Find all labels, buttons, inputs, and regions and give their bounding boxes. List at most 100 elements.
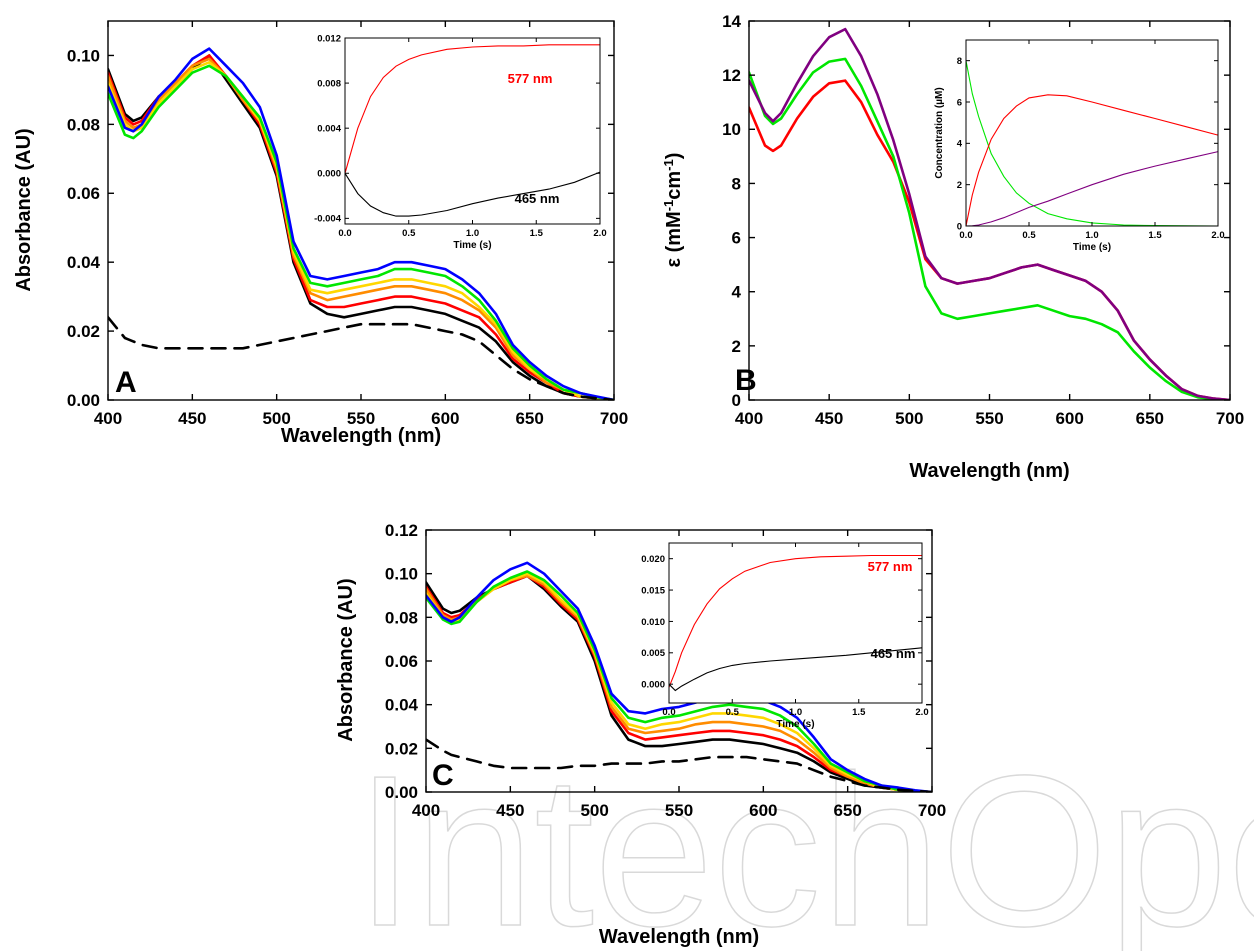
inset-x-tick-label: 0.0 <box>959 230 972 241</box>
y-tick-label: 0.06 <box>385 652 418 671</box>
inset-y-tick-label: 2 <box>957 180 962 191</box>
y-tick-label: 4 <box>732 283 742 302</box>
inset-x-tick-label: 0.5 <box>1022 230 1036 241</box>
y-axis-label-part: ) <box>663 153 685 160</box>
inset-y-tick-label: 0 <box>957 221 962 232</box>
inset-x-tick-label: 1.5 <box>1148 230 1162 241</box>
inset-y-tick-label: 0.020 <box>641 554 665 565</box>
x-tick-label: 400 <box>735 409 763 428</box>
series-line <box>749 57 1230 400</box>
inset-x-tick-label: 2.0 <box>1211 230 1224 241</box>
x-tick-label: 450 <box>496 801 524 820</box>
inset-bg <box>966 40 1218 226</box>
y-tick-label: 6 <box>732 229 741 248</box>
x-tick-label: 600 <box>431 409 459 428</box>
y-tick-label: 0.02 <box>67 322 100 341</box>
x-tick-label: 700 <box>600 409 628 428</box>
x-tick-label: 600 <box>749 801 777 820</box>
panel-a: 400 450 500 550 600 650 700 0.00 0.02 0.04 0.06 0.0… <box>13 20 628 447</box>
inset-series-label: 577 nm <box>508 71 553 86</box>
inset-y-tick-label: 0.015 <box>641 585 665 596</box>
inset: 0.0 0.5 1.0 1.5 2.0 -0.004 0.000 0.004 0.008 0.01… <box>314 33 607 251</box>
series-line <box>108 61 614 400</box>
x-axis-label: Wavelength (nm) <box>599 926 759 948</box>
x-tick-label: 550 <box>975 409 1003 428</box>
x-tick-label: 500 <box>580 801 608 820</box>
inset-series-line <box>965 94 1219 227</box>
y-axis-label: Absorbance (AU) <box>335 578 357 741</box>
x-tick-label: 650 <box>833 801 861 820</box>
y-tick-label: 0.10 <box>385 565 418 584</box>
series-line <box>426 561 932 792</box>
inset-y-tick-label: 0.000 <box>641 680 665 691</box>
y-tick-label: 0.08 <box>67 115 100 134</box>
y-tick-label: 12 <box>722 66 741 85</box>
x-tick-label: 650 <box>1136 409 1164 428</box>
inset-series-label: 577 nm <box>868 559 913 574</box>
series-line <box>426 570 932 792</box>
y-tick-label: 0.02 <box>385 739 418 758</box>
inset-x-tick-label: 1.5 <box>852 707 866 718</box>
x-tick-label: 400 <box>94 409 122 428</box>
y-axis-label-part: cm <box>663 171 685 200</box>
inset-series-line <box>668 647 923 692</box>
x-axis-label: Wavelength (nm) <box>909 460 1069 482</box>
inset-series-line <box>668 554 922 688</box>
x-tick-label: 450 <box>178 409 206 428</box>
y-tick-label: 8 <box>732 174 741 193</box>
panel-letter: A <box>115 366 137 399</box>
inset-y-tick-label: 0.005 <box>641 648 665 659</box>
inset-bg <box>669 543 922 703</box>
inset-x-axis-label: Time (s) <box>453 240 491 251</box>
series-group <box>426 561 932 792</box>
series-line <box>108 64 614 400</box>
series-group <box>108 47 614 400</box>
inset-x-tick-label: 0.5 <box>402 228 416 239</box>
x-tick-label: 500 <box>262 409 290 428</box>
inset-y-tick-label: 0.000 <box>317 169 341 180</box>
inset-x-tick-label: 0.5 <box>726 707 740 718</box>
y-tick-label: 0.12 <box>385 521 418 540</box>
x-tick-label: 550 <box>347 409 375 428</box>
y-axis-label: Absorbance (AU) <box>13 128 35 291</box>
inset-y-tick-label: 0.010 <box>641 617 665 628</box>
inset-y-axis-label: Concentration (µM) <box>934 87 945 178</box>
inset-series-label: 465 nm <box>515 191 560 206</box>
x-tick-label: 400 <box>412 801 440 820</box>
y-tick-label: 0.10 <box>67 46 100 65</box>
inset-x-tick-label: 1.0 <box>1085 230 1098 241</box>
x-tick-label: 700 <box>1216 409 1244 428</box>
series-line <box>749 27 1230 400</box>
inset-x-axis-label: Time (s) <box>776 719 814 730</box>
series-group <box>749 27 1230 400</box>
y-tick-label: 0.04 <box>67 253 101 272</box>
inset: 0.0 0.5 1.0 1.5 2.0 0 2 4 6 8 Time (s) Concentratio… <box>934 39 1225 253</box>
inset-series-line <box>965 151 1219 227</box>
inset-y-tick-label: 0.004 <box>317 124 341 135</box>
y-tick-label: 0.00 <box>385 783 418 802</box>
inset-series-line <box>344 44 600 174</box>
inset-x-tick-label: 2.0 <box>915 707 928 718</box>
x-tick-label: 550 <box>665 801 693 820</box>
y-axis-label: ε (mM-1cm-1) <box>661 153 686 268</box>
inset-y-tick-label: 0.008 <box>317 78 341 89</box>
panel-b: 400 450 500 550 600 650 700 0 2 4 6 8 10 12 14 Waveleng… <box>661 12 1245 482</box>
inset: 0.0 0.5 1.0 1.5 2.0 0.000 0.005 0.010 0.015 0.020… <box>641 542 929 730</box>
inset-series-label: 465 nm <box>871 646 916 661</box>
inset-y-tick-label: 8 <box>957 56 962 67</box>
inset-y-tick-label: 6 <box>957 97 962 108</box>
y-axis-label-part: ε (mM <box>663 211 685 267</box>
x-tick-label: 650 <box>515 409 543 428</box>
y-tick-label: 0.00 <box>67 391 100 410</box>
inset-x-tick-label: 2.0 <box>593 228 606 239</box>
y-axis-label-sup: -1 <box>661 200 676 212</box>
inset-x-axis-label: Time (s) <box>1073 242 1111 253</box>
panel-c: 400 450 500 550 600 650 700 0.00 0.02 0.04 0.06 0.0… <box>335 521 946 948</box>
x-tick-label: 600 <box>1055 409 1083 428</box>
inset-x-tick-label: 1.0 <box>789 707 802 718</box>
inset-x-tick-label: 0.0 <box>662 707 675 718</box>
y-tick-label: 0.08 <box>385 608 418 627</box>
y-tick-label: 0.06 <box>67 184 100 203</box>
inset-x-tick-label: 0.0 <box>338 228 351 239</box>
